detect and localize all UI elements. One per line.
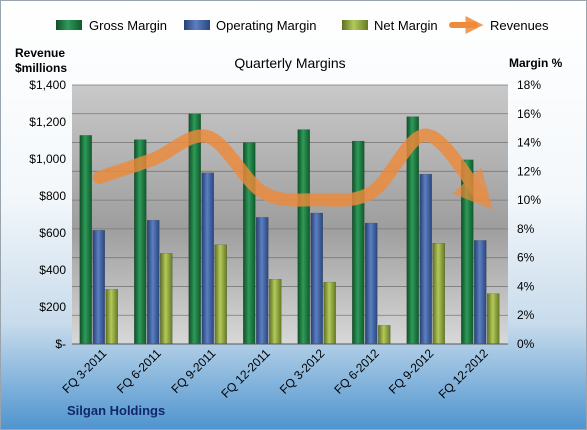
revenue-line <box>92 128 493 210</box>
x-tick-label: FQ 9-2011 <box>169 346 219 396</box>
right-tick-label: 0% <box>517 337 535 351</box>
bar-net-margin-fq-3-2011 <box>105 289 118 345</box>
x-tick-label: FQ 9-2012 <box>386 346 437 397</box>
legend-label-gross-margin: Gross Margin <box>89 18 167 33</box>
bar-net-margin-fq-3-2012 <box>323 281 336 345</box>
right-tick-label: 18% <box>517 78 541 92</box>
right-tick-label: 8% <box>517 222 535 236</box>
right-tick-label: 14% <box>517 136 541 150</box>
bar-operating-margin-fq-3-2011 <box>92 230 105 345</box>
bar-net-margin-fq-9-2011 <box>214 244 227 345</box>
legend-swatch-gross-margin <box>56 20 82 30</box>
bar-net-margin-fq-6-2011 <box>160 253 173 345</box>
left-tick-label: $1,200 <box>29 115 66 129</box>
left-tick-label: $400 <box>39 263 66 277</box>
right-axis-ticks: 0% 2% 4% 6% 8% 10% 12% 14% 16% 18% <box>517 78 541 351</box>
legend-swatch-operating-margin <box>184 20 210 30</box>
bar-net-margin-fq-9-2012 <box>432 243 445 345</box>
left-tick-label: $1,000 <box>29 152 66 166</box>
revenue-line-group <box>92 128 493 210</box>
x-tick-label: FQ 6-2011 <box>114 346 164 396</box>
bar-net-margin-fq-12-2012 <box>487 293 500 345</box>
left-tick-label: $800 <box>39 189 66 203</box>
bar-gross-margin-fq-3-2011 <box>79 135 92 345</box>
legend-label-operating-margin: Operating Margin <box>216 18 316 33</box>
bar-operating-margin-fq-3-2012 <box>310 212 323 345</box>
bars <box>79 113 500 345</box>
legend: Gross Margin Operating Margin Net Margin… <box>56 16 549 34</box>
legend-swatch-net-margin <box>342 20 368 30</box>
left-tick-label: $- <box>55 337 66 351</box>
bar-gross-margin-fq-3-2012 <box>297 129 310 345</box>
bar-operating-margin-fq-9-2012 <box>419 173 432 345</box>
bar-operating-margin-fq-12-2012 <box>474 240 487 345</box>
company-name: Silgan Holdings <box>67 403 165 418</box>
right-tick-label: 4% <box>517 279 535 293</box>
bar-operating-margin-fq-6-2011 <box>147 220 160 345</box>
x-tick-label: FQ 12-2011 <box>218 346 273 401</box>
x-tick-label: FQ 3-2012 <box>277 346 328 397</box>
left-tick-label: $1,400 <box>29 78 66 92</box>
left-axis-ticks: $- $200 $400 $600 $800 $1,000 $1,200 $1,400 <box>29 78 66 351</box>
bar-gross-margin-fq-9-2011 <box>188 113 201 345</box>
left-axis-label-line2: $millions <box>15 61 67 75</box>
bar-operating-margin-fq-12-2011 <box>256 217 269 345</box>
legend-label-net-margin: Net Margin <box>374 18 438 33</box>
bar-operating-margin-fq-9-2011 <box>201 172 214 345</box>
left-tick-label: $200 <box>39 300 66 314</box>
left-axis-label-line1: Revenue <box>15 46 65 60</box>
right-tick-label: 10% <box>517 193 541 207</box>
x-tick-label: FQ 6-2012 <box>331 346 382 397</box>
left-tick-label: $600 <box>39 226 66 240</box>
right-tick-label: 6% <box>517 251 535 265</box>
x-tick-label: FQ 12-2012 <box>436 346 491 401</box>
bar-operating-margin-fq-6-2012 <box>365 222 378 345</box>
right-tick-label: 12% <box>517 164 541 178</box>
bar-gross-margin-fq-6-2012 <box>352 140 365 345</box>
legend-label-revenues: Revenues <box>490 18 549 33</box>
right-axis-label: Margin % <box>509 56 563 70</box>
right-tick-label: 16% <box>517 107 541 121</box>
chart-title: Quarterly Margins <box>234 55 345 71</box>
right-tick-label: 2% <box>517 308 535 322</box>
x-tick-label: FQ 3-2011 <box>60 346 110 396</box>
bar-net-margin-fq-12-2011 <box>269 279 282 345</box>
x-axis-ticks: FQ 3-2011 FQ 6-2011 FQ 9-2011 FQ 12-2011 FQ … <box>60 346 492 401</box>
bar-net-margin-fq-6-2012 <box>378 325 391 345</box>
